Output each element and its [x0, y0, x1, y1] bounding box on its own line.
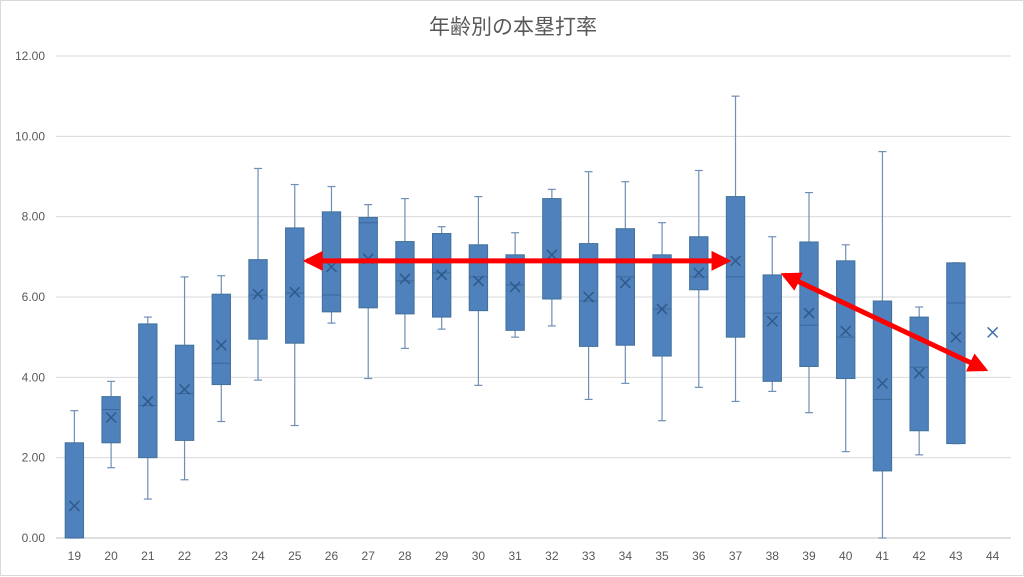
- box: [652, 254, 672, 357]
- x-tick-label: 26: [325, 549, 339, 563]
- box: [725, 196, 746, 338]
- box: [395, 241, 415, 315]
- x-tick-label: 21: [141, 549, 155, 563]
- x-tick-label: 43: [949, 549, 963, 563]
- mean-marker: [987, 326, 999, 338]
- annotation-arrow: [780, 272, 989, 372]
- x-tick-label: 32: [545, 549, 559, 563]
- y-tick-label: 6.00: [22, 290, 46, 304]
- x-tick-label: 35: [655, 549, 669, 563]
- mean-marker: [68, 500, 80, 512]
- x-tick-label: 41: [876, 549, 890, 563]
- box: [505, 254, 525, 331]
- box: [615, 228, 636, 346]
- x-tick-label: 44: [986, 549, 1000, 563]
- mean-marker: [289, 286, 301, 298]
- mean-marker: [656, 303, 668, 315]
- x-tick-label: 39: [802, 549, 816, 563]
- mean-marker: [105, 411, 117, 424]
- box: [101, 396, 121, 444]
- x-tick-label: 27: [362, 549, 376, 563]
- mean-marker: [215, 339, 227, 351]
- x-tick-label: 42: [912, 549, 926, 563]
- x-tick-label: 28: [398, 549, 412, 563]
- x-tick-label: 19: [68, 549, 82, 563]
- x-tick-label: 24: [251, 549, 265, 563]
- x-tick-label: 30: [472, 549, 486, 563]
- mean-marker: [142, 395, 154, 407]
- mean-marker: [583, 291, 595, 303]
- mean-marker: [399, 273, 411, 285]
- box: [836, 260, 856, 380]
- y-tick-label: 0.00: [22, 531, 46, 545]
- x-tick-label: 20: [104, 549, 118, 563]
- x-tick-label: 38: [766, 549, 780, 563]
- mean-marker: [436, 269, 448, 281]
- mean-marker: [619, 277, 631, 289]
- mean-marker: [876, 377, 888, 389]
- x-tick-label: 22: [178, 549, 192, 563]
- box: [64, 442, 85, 539]
- y-tick-label: 12.00: [15, 49, 45, 63]
- box: [285, 227, 305, 344]
- x-tick-label: 40: [839, 549, 853, 563]
- box: [799, 241, 819, 367]
- box: [248, 259, 268, 340]
- y-tick-label: 10.00: [15, 129, 45, 143]
- y-tick-label: 2.00: [22, 451, 46, 465]
- y-tick-label: 4.00: [22, 370, 46, 384]
- x-tick-label: 25: [288, 549, 302, 563]
- mean-marker: [766, 315, 778, 327]
- mean-marker: [509, 281, 521, 293]
- x-tick-label: 34: [619, 549, 633, 563]
- box: [211, 293, 231, 386]
- x-tick-label: 37: [729, 549, 743, 563]
- mean-marker: [472, 275, 484, 287]
- mean-marker: [252, 288, 264, 300]
- x-tick-label: 29: [435, 549, 449, 563]
- x-tick-label: 23: [215, 549, 229, 563]
- mean-marker: [729, 255, 742, 267]
- box: [174, 344, 195, 441]
- y-tick-label: 8.00: [22, 210, 46, 224]
- x-tick-label: 33: [582, 549, 596, 563]
- box: [542, 198, 562, 300]
- box: [762, 274, 782, 382]
- box: [468, 244, 489, 312]
- x-tick-label: 36: [692, 549, 706, 563]
- x-tick-label: 31: [508, 549, 522, 563]
- chart-title: 年齢別の本塁打率: [429, 16, 597, 39]
- box: [138, 323, 158, 459]
- mean-marker: [179, 383, 191, 395]
